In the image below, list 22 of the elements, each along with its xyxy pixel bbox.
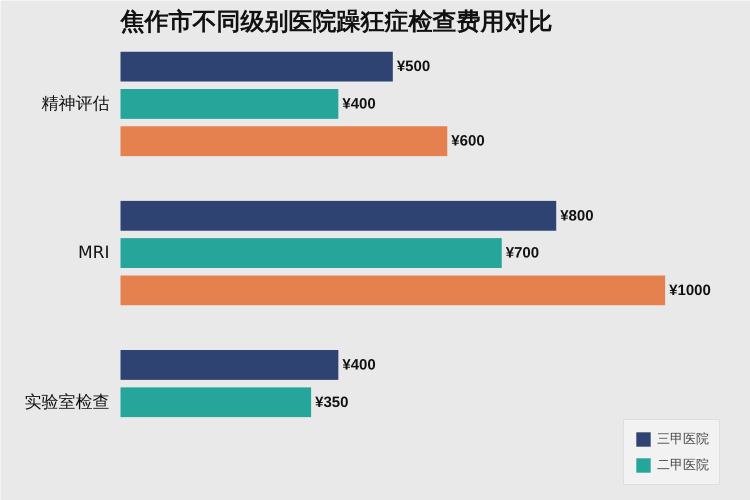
bar	[120, 88, 338, 119]
y-tick-label: 精神评估	[42, 94, 110, 114]
y-tick-label: MRI	[78, 243, 110, 264]
y-tick-label: 实验室检查	[24, 392, 110, 412]
data-label: ¥500	[396, 58, 430, 76]
bar	[120, 350, 338, 380]
bar	[120, 238, 502, 268]
bar	[120, 275, 666, 306]
data-label: ¥700	[506, 244, 540, 262]
chart-title: 焦作市不同级别医院躁狂症检查费用对比	[120, 8, 552, 36]
data-label: ¥400	[342, 356, 376, 374]
data-label: ¥800	[560, 207, 594, 224]
data-label: ¥600	[451, 132, 485, 150]
data-label: ¥350	[315, 394, 348, 411]
legend-label: 二甲医院	[657, 457, 709, 474]
data-label: ¥400	[342, 95, 376, 112]
legend-label: 三甲医院	[657, 431, 709, 448]
bar	[120, 126, 448, 156]
bar	[120, 387, 312, 418]
bar	[120, 52, 393, 82]
data-label: ¥1000	[669, 282, 711, 299]
bar	[120, 200, 556, 231]
